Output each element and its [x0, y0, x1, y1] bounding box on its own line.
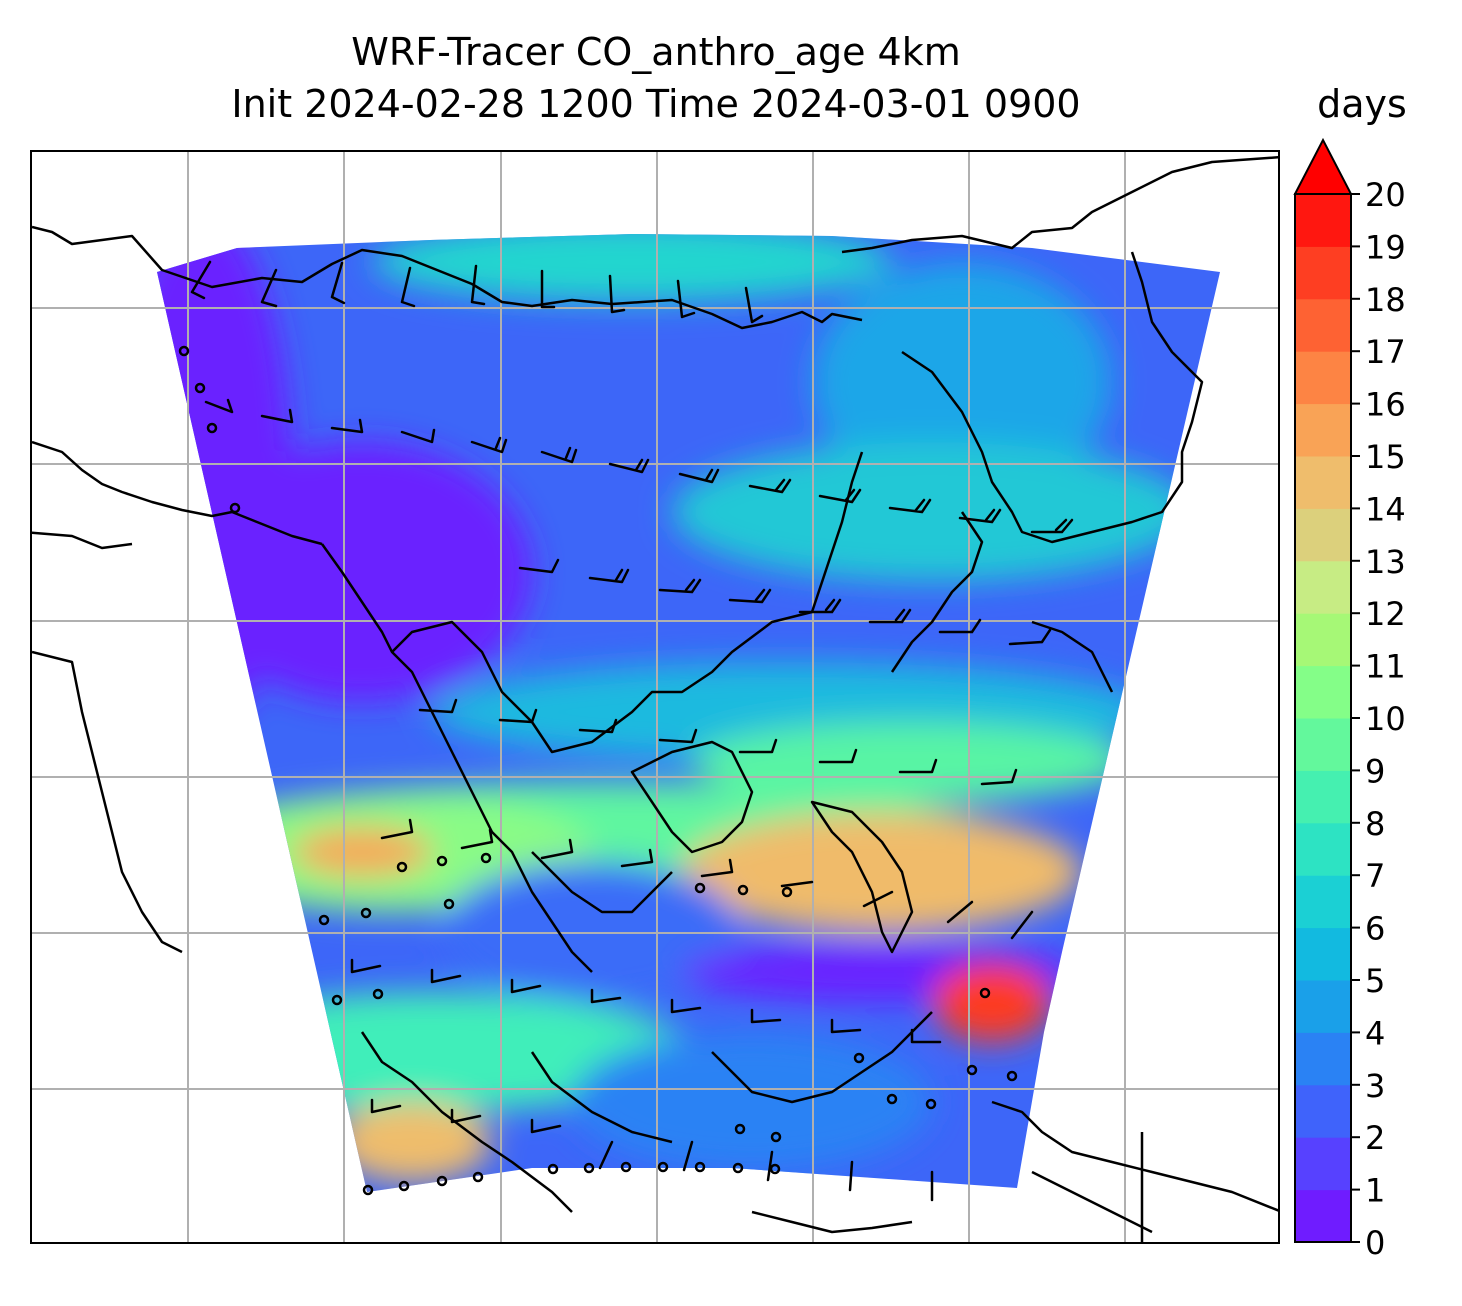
colorbar-tick-label: 12: [1365, 595, 1406, 633]
colorbar-bin: [1295, 1084, 1351, 1138]
colorbar-tick-label: 3: [1365, 1067, 1385, 1105]
colorbar-bin: [1295, 508, 1351, 562]
colorbar-unit-label: days: [1317, 82, 1407, 126]
colorbar-bin: [1295, 246, 1351, 300]
colorbar-tick-label: 18: [1365, 281, 1406, 319]
wind-barbs: [190, 260, 1074, 1202]
colorbar-bin: [1295, 1032, 1351, 1086]
colorbar-bin: [1295, 980, 1351, 1033]
colorbar-bin: [1295, 351, 1351, 405]
colorbar-bin: [1295, 875, 1351, 929]
colorbar-tick-label: 1: [1365, 1172, 1385, 1210]
colorbar-tick-label: 14: [1365, 490, 1406, 528]
tracer-age-field: [157, 234, 1220, 1192]
map-canvas: [32, 152, 1278, 1242]
plot-title-line-2: Init 2024-02-28 1200 Time 2024-03-01 090…: [231, 82, 1081, 126]
colorbar-tick-label: 5: [1365, 962, 1385, 1000]
colorbar-tick-label: 2: [1365, 1119, 1385, 1157]
colorbar-extend-arrow: [1293, 137, 1353, 195]
coastlines: [32, 156, 1278, 1242]
map-panel[interactable]: [30, 150, 1280, 1244]
colorbar-bin: [1295, 822, 1351, 876]
colorbar-tick-label: 9: [1365, 752, 1385, 790]
colorbar-bin: [1295, 613, 1351, 667]
calm-circles: [178, 345, 1018, 1196]
colorbar-bin: [1295, 1189, 1351, 1243]
colorbar-tick-label: 17: [1365, 333, 1406, 371]
colorbar-bin: [1295, 927, 1351, 981]
colorbar-bin: [1295, 560, 1351, 614]
colorbar-bin: [1295, 456, 1351, 509]
colorbar-bin: [1295, 403, 1351, 457]
colorbar-tick-label: 0: [1365, 1224, 1385, 1262]
colorbar-tick-label: 6: [1365, 910, 1385, 948]
colorbar-tick-label: 11: [1365, 648, 1406, 686]
colorbar-tick-label: 7: [1365, 857, 1385, 895]
colorbar-tick-label: 19: [1365, 228, 1406, 266]
colorbar-tick-label: 13: [1365, 543, 1406, 581]
colorbar-bin: [1295, 770, 1351, 824]
colorbar-tick-label: 8: [1365, 805, 1385, 843]
colorbar-bin: [1295, 194, 1351, 247]
colorbar-tick-label: 15: [1365, 438, 1406, 476]
colorbar-tick-label: 10: [1365, 700, 1406, 738]
plot-title-line-1: WRF-Tracer CO_anthro_age 4km: [351, 30, 961, 74]
colorbar-bin: [1295, 665, 1351, 719]
colorbar-bin: [1295, 298, 1351, 352]
colorbar-tick-label: 16: [1365, 386, 1406, 424]
colorbar-bin: [1295, 718, 1351, 771]
colorbar-tick-label: 4: [1365, 1014, 1385, 1052]
colorbar-tick-label: 20: [1365, 176, 1406, 214]
map-gridlines: [32, 152, 1278, 1242]
colorbar-bin: [1295, 1137, 1351, 1191]
